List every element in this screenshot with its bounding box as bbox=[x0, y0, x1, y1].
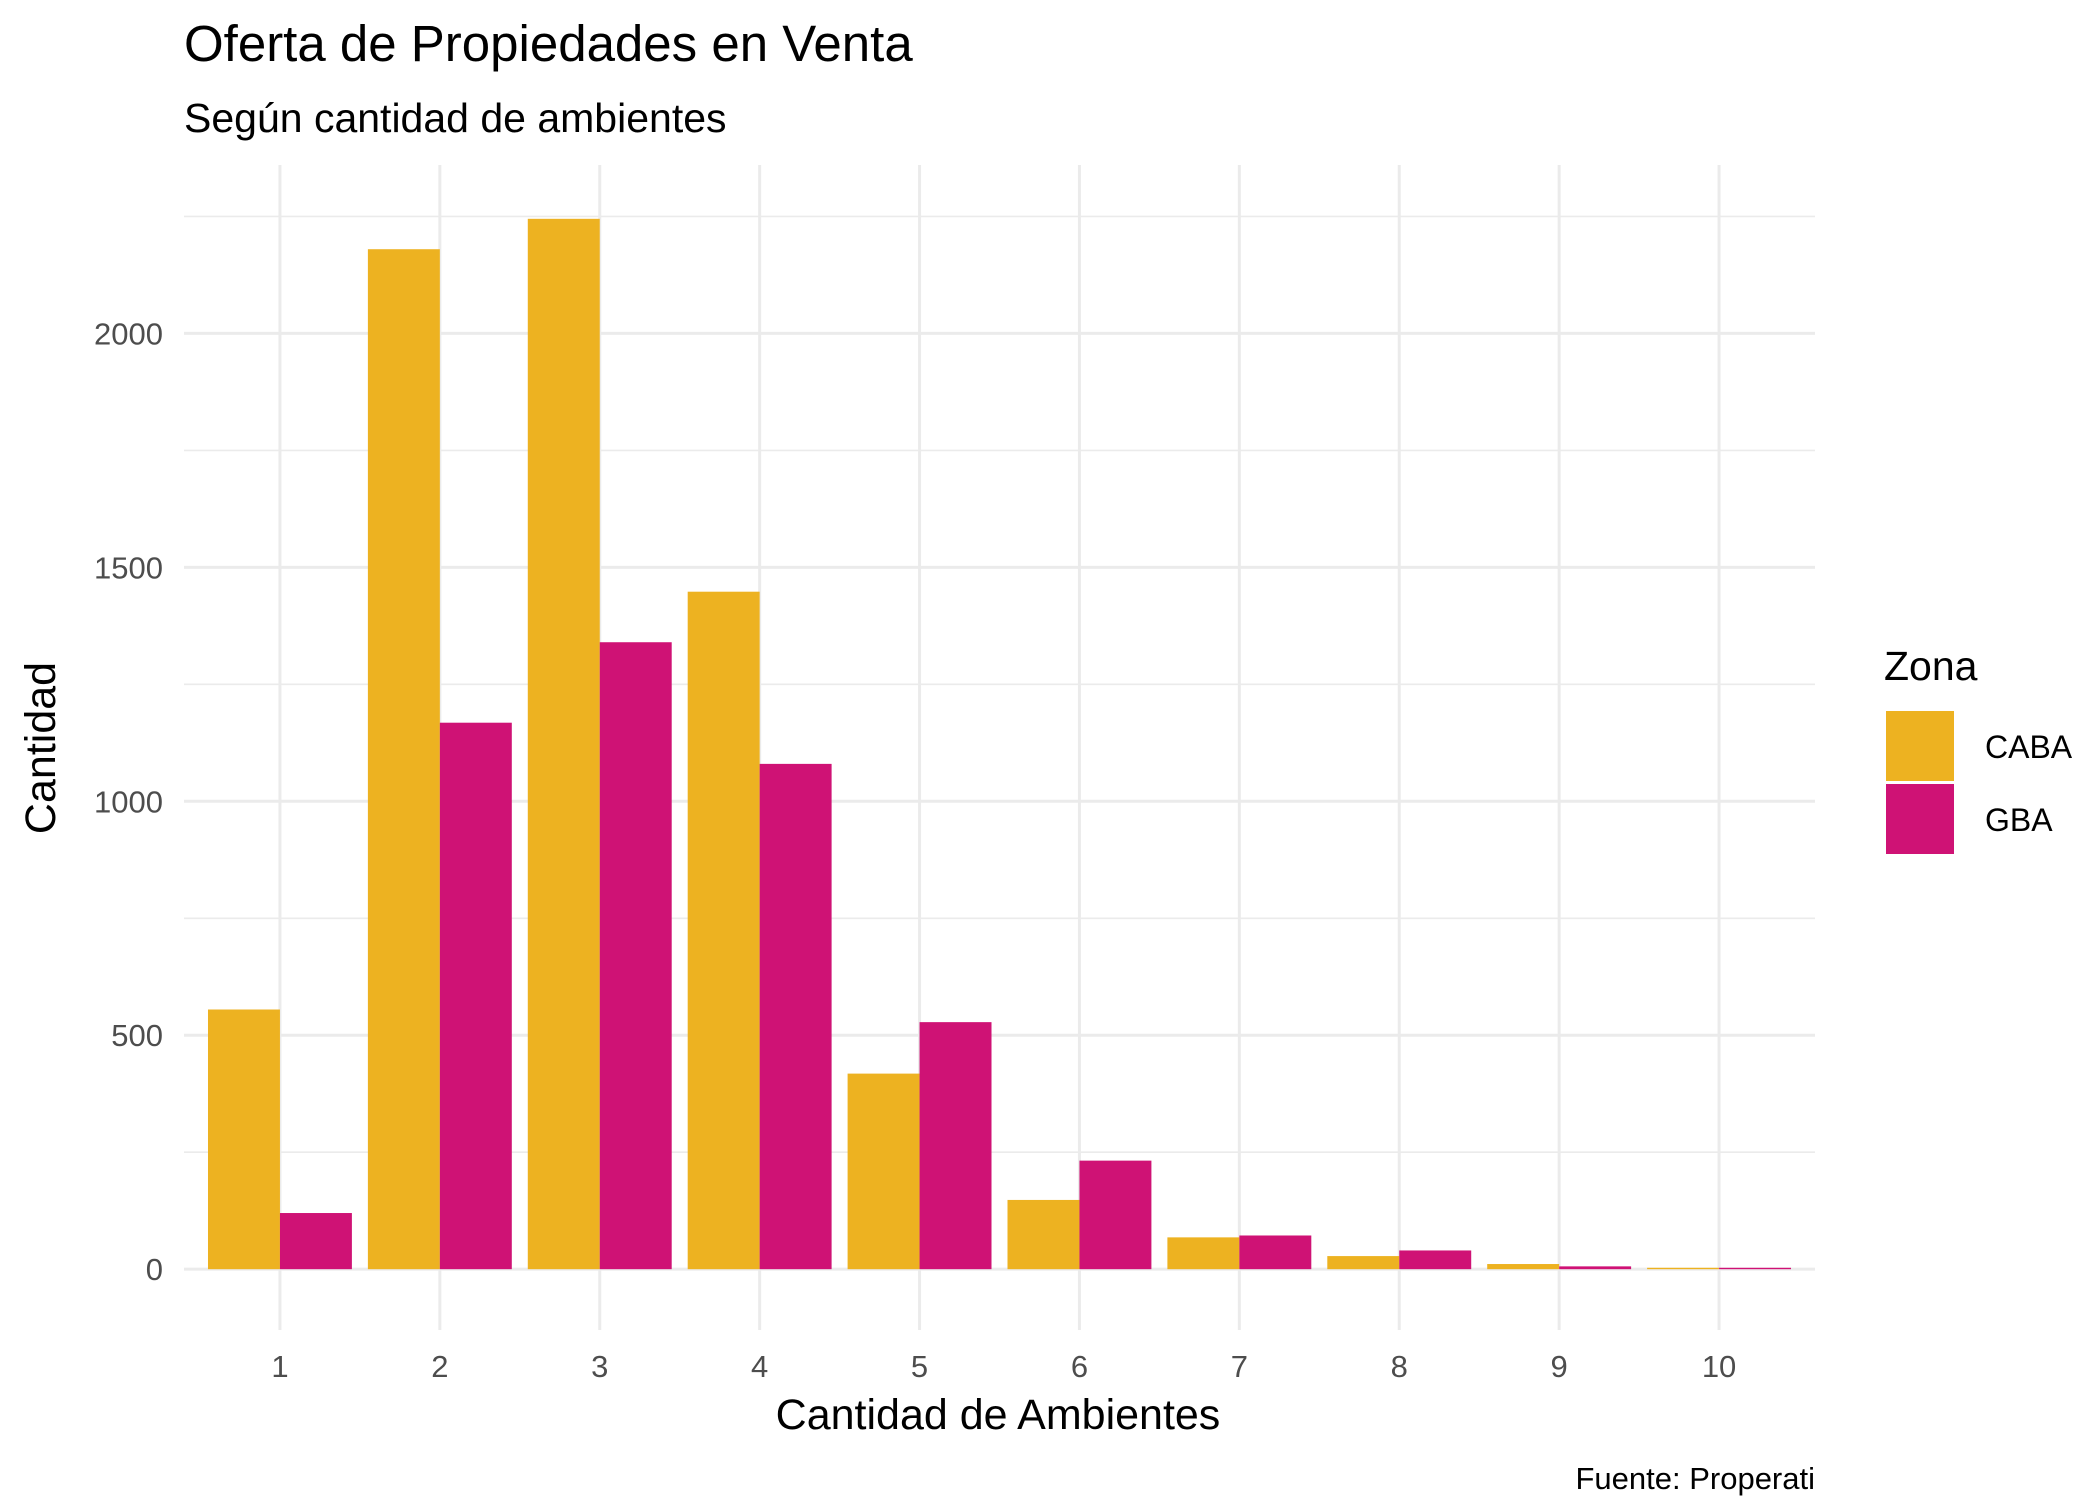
y-tick-label: 0 bbox=[146, 1252, 163, 1287]
bar-caba-7 bbox=[1167, 1237, 1240, 1270]
bar-gba-4 bbox=[759, 763, 832, 1270]
bar-caba-3 bbox=[527, 218, 600, 1270]
bar-caba-2 bbox=[367, 249, 440, 1270]
legend-label-caba: CABA bbox=[1985, 729, 2073, 765]
bar-caba-8 bbox=[1327, 1256, 1400, 1270]
x-tick-label: 6 bbox=[1071, 1349, 1088, 1384]
bar-gba-1 bbox=[279, 1213, 352, 1270]
bar-gba-6 bbox=[1079, 1160, 1152, 1270]
bars bbox=[207, 218, 1792, 1270]
bar-gba-9 bbox=[1559, 1266, 1632, 1270]
chart-title: Oferta de Propiedades en Venta bbox=[184, 15, 913, 72]
x-tick-label: 5 bbox=[911, 1349, 928, 1384]
x-axis-title: Cantidad de Ambientes bbox=[776, 1391, 1221, 1439]
x-tick-label: 7 bbox=[1231, 1349, 1248, 1384]
y-axis-title: Cantidad bbox=[17, 662, 65, 834]
bar-caba-4 bbox=[687, 591, 760, 1270]
bar-gba-10 bbox=[1719, 1267, 1792, 1270]
bar-caba-1 bbox=[207, 1009, 280, 1270]
bar-caba-9 bbox=[1487, 1264, 1560, 1270]
legend-label-gba: GBA bbox=[1985, 802, 2053, 838]
x-tick-label: 4 bbox=[751, 1349, 768, 1384]
bar-gba-3 bbox=[599, 642, 672, 1270]
bar-gba-8 bbox=[1399, 1250, 1472, 1270]
x-tick-label: 2 bbox=[431, 1349, 448, 1384]
bar-gba-5 bbox=[919, 1022, 992, 1270]
x-tick-label: 9 bbox=[1551, 1349, 1568, 1384]
bar-gba-7 bbox=[1239, 1235, 1312, 1270]
x-tick-label: 8 bbox=[1391, 1349, 1408, 1384]
legend-key-gba bbox=[1886, 784, 1954, 854]
bar-caba-5 bbox=[847, 1073, 920, 1270]
bar-gba-2 bbox=[439, 722, 512, 1270]
x-tick-label: 10 bbox=[1702, 1349, 1736, 1384]
y-tick-label: 500 bbox=[111, 1018, 163, 1053]
y-tick-label: 1000 bbox=[94, 784, 163, 819]
legend-title: Zona bbox=[1884, 643, 1978, 689]
y-tick-label: 1500 bbox=[94, 550, 163, 585]
legend-key-caba bbox=[1886, 711, 1954, 781]
x-tick-label: 1 bbox=[271, 1349, 288, 1384]
legend: Zona CABA GBA bbox=[1884, 643, 2073, 854]
y-tick-label: 2000 bbox=[94, 316, 163, 351]
caption: Fuente: Properati bbox=[1575, 1461, 1815, 1496]
y-axis-ticks: 0 500 1000 1500 2000 bbox=[94, 316, 163, 1287]
bar-caba-10 bbox=[1647, 1267, 1720, 1270]
bar-caba-6 bbox=[1007, 1199, 1080, 1270]
chart-subtitle: Según cantidad de ambientes bbox=[184, 95, 727, 141]
x-axis-ticks: 1 2 3 4 5 6 7 8 9 10 bbox=[271, 1349, 1736, 1384]
x-tick-label: 3 bbox=[591, 1349, 608, 1384]
